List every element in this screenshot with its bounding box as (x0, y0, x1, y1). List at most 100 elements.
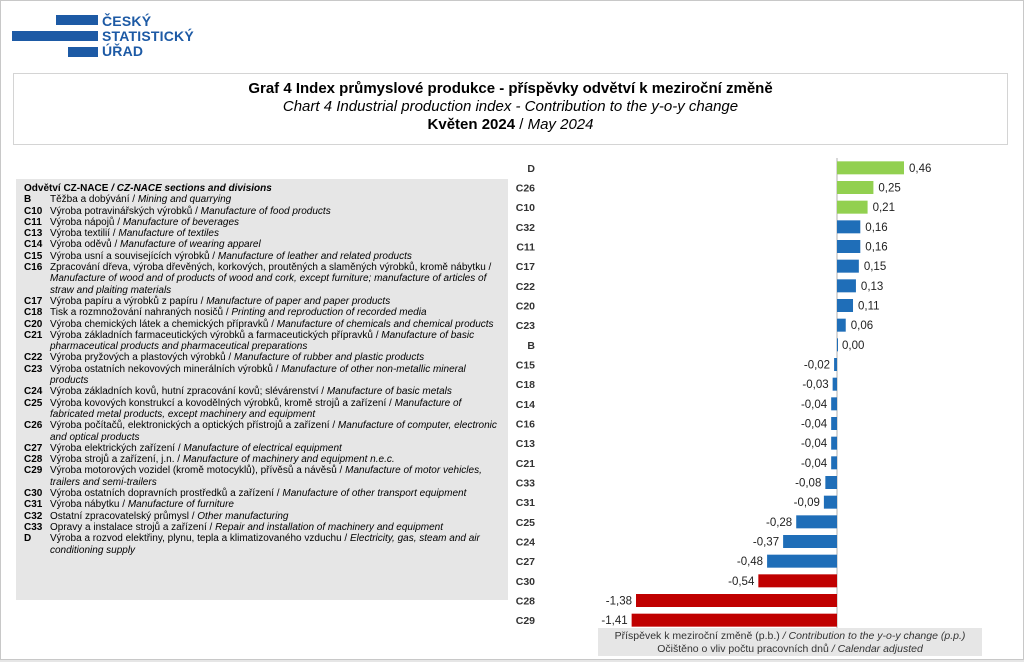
legend-item: C27 Výroba elektrických zařízení / Manufa… (24, 443, 508, 454)
data-label: 0,16 (865, 222, 887, 234)
legend-description-en: Manufacture of furniture (127, 499, 234, 511)
legend-item: D Výroba a rozvod elektřiny, plynu, tepla… (24, 533, 508, 556)
bar-c16 (831, 417, 837, 430)
data-label: 0,13 (861, 281, 883, 293)
legend-box: Odvětví CZ-NACE / CZ-NACE sections and d… (16, 179, 508, 600)
legend-code: C26 (24, 420, 43, 432)
data-label: 0,16 (865, 242, 887, 254)
category-label: C33 (516, 478, 535, 490)
legend-description: Výroba nábytku / Manufacture of furnitur… (50, 499, 508, 510)
bar-c21 (831, 456, 837, 470)
legend-description-cz: Výroba nábytku / (50, 499, 128, 511)
data-label: -1,41 (601, 615, 627, 627)
legend-description-cz: Zpracování dřeva, výroba dřevěných, kork… (50, 262, 492, 274)
legend-description-en: Manufacture of beverages (122, 216, 240, 228)
legend-code: C17 (24, 295, 43, 307)
legend-item: C33 Opravy a instalace strojů a zařízení … (24, 522, 508, 533)
legend-item: C31 Výroba nábytku / Manufacture of furni… (24, 499, 508, 510)
category-label: C11 (516, 242, 535, 254)
period-en: May 2024 (527, 116, 594, 133)
legend-description-en: Repair and installation of machinery and… (215, 521, 443, 533)
category-label: C24 (516, 537, 535, 549)
data-label: -0,04 (801, 399, 828, 411)
legend-item: C17 Výroba papíru a výrobků z papíru / Ma… (24, 296, 508, 307)
legend-description-en: Manufacture of food products (200, 205, 331, 217)
category-label: C21 (516, 458, 535, 470)
legend-code: C10 (24, 205, 43, 217)
legend-description-en: Manufacture of basic pharmaceutical prod… (50, 329, 475, 353)
legend-header-cz: Odvětví CZ-NACE (24, 183, 109, 194)
bar-b (837, 338, 838, 352)
legend-description: Výroba ostatních dopravních prostředků a… (50, 488, 508, 499)
data-label: 0,11 (858, 301, 880, 313)
chart-title-en: Chart 4 Industrial production index - Co… (282, 98, 739, 115)
x-axis-label-cz: Příspěvek k meziroční změně (p.b.) (614, 630, 780, 642)
data-label: -0,03 (802, 379, 828, 391)
legend-description-cz: Výroba potravinářských výrobků / (50, 205, 201, 217)
legend-description-en: Manufacture of basic metals (326, 386, 452, 398)
legend-code: C18 (24, 307, 43, 319)
category-label: C16 (516, 419, 535, 431)
legend-item: C29 Výroba motorových vozidel (kromě moto… (24, 465, 508, 488)
legend-description-en: Manufacture of paper and paper products (206, 295, 391, 307)
chart-period: Květen 2024 / May 2024 (14, 116, 1007, 133)
legend-description-cz: Výroba textilií / (50, 228, 119, 240)
legend-description-cz: Výroba usní a souvisejících výrobků / (50, 250, 218, 262)
legend-code: C29 (24, 465, 43, 477)
legend-item: B Těžba a dobývání / Mining and quarrying (24, 194, 508, 205)
bar-c10 (837, 200, 868, 214)
bar-c13 (831, 436, 837, 450)
legend-code: C15 (24, 250, 43, 262)
legend-description-en: Manufacture of other non-metallic minera… (50, 363, 466, 387)
category-label: C30 (516, 576, 535, 588)
x-axis-note-en: / Calendar adjusted (828, 642, 923, 655)
chart-title-cz: Graf 4 Index průmyslové produkce - přísp… (248, 80, 773, 97)
category-label: C14 (516, 399, 535, 411)
legend-description-cz: Opravy a instalace strojů a zařízení / (50, 521, 216, 533)
legend-code: C33 (24, 521, 43, 533)
legend-code: C28 (24, 454, 43, 466)
category-label: C13 (516, 438, 535, 450)
legend-description-en: Other manufacturing (197, 510, 289, 522)
legend-code: C22 (24, 352, 43, 364)
czso-logo: ČESKÝ STATISTICKÝ ÚŘAD (12, 14, 212, 60)
legend-code: C23 (24, 363, 43, 375)
category-label: C29 (516, 615, 535, 627)
legend-item: C23 Výroba ostatních nekovových minerální… (24, 364, 508, 387)
data-label: -0,48 (737, 556, 763, 568)
legend-code: C16 (24, 262, 43, 274)
category-label: C18 (516, 379, 535, 391)
legend-item: C22 Výroba pryžových a plastových výrobků… (24, 352, 508, 363)
legend-description-en: Manufacture of chemicals and chemical pr… (276, 318, 494, 330)
period-separator: / (515, 116, 528, 133)
category-label: C22 (516, 281, 535, 293)
legend-description-cz: Výroba nápojů / (50, 216, 123, 228)
legend-item: C18 Tisk a rozmnožování nahraných nosičů … (24, 307, 508, 318)
bar-c25 (796, 515, 837, 529)
legend-item: C32 Ostatní zpracovatelský průmysl / Othe… (24, 511, 508, 522)
legend-description-cz: Výroba papíru a výrobků z papíru / (50, 295, 207, 307)
legend-item: C16 Zpracování dřeva, výroba dřevěných, k… (24, 262, 508, 296)
bar-d (837, 161, 904, 175)
legend-description-en: Manufacture of textiles (118, 228, 219, 240)
legend-code: C14 (24, 239, 43, 251)
legend-description-en: Manufacture of motor vehicles, trailers … (50, 465, 482, 488)
bar-c31 (823, 495, 837, 509)
data-label: -0,54 (728, 576, 755, 588)
data-label: 0,06 (851, 320, 873, 332)
bar-c18 (832, 377, 837, 391)
legend-code: C21 (24, 329, 43, 341)
legend-item: C24 Výroba základních kovů, hutní zpracov… (24, 386, 508, 397)
legend-description-en: Manufacture of other transport equipment (282, 488, 467, 500)
legend-description: Výroba a rozvod elektřiny, plynu, tepla … (50, 533, 508, 556)
legend-description: Zpracování dřeva, výroba dřevěných, kork… (50, 262, 508, 296)
data-label: -0,02 (804, 360, 830, 372)
legend-description-cz: Výroba základních farmaceutických výrobk… (50, 329, 382, 341)
bar-c30 (758, 574, 837, 588)
legend-description: Výroba usní a souvisejících výrobků / Ma… (50, 251, 508, 262)
legend-description: Výroba elektrických zařízení / Manufactu… (50, 443, 508, 454)
legend-item: C20 Výroba chemických látek a chemických … (24, 319, 508, 330)
legend-description-cz: Výroba základních kovů, hutní zpracování… (50, 386, 327, 398)
legend-description: Opravy a instalace strojů a zařízení / R… (50, 522, 508, 533)
legend-description: Tisk a rozmnožování nahraných nosičů / P… (50, 307, 508, 318)
